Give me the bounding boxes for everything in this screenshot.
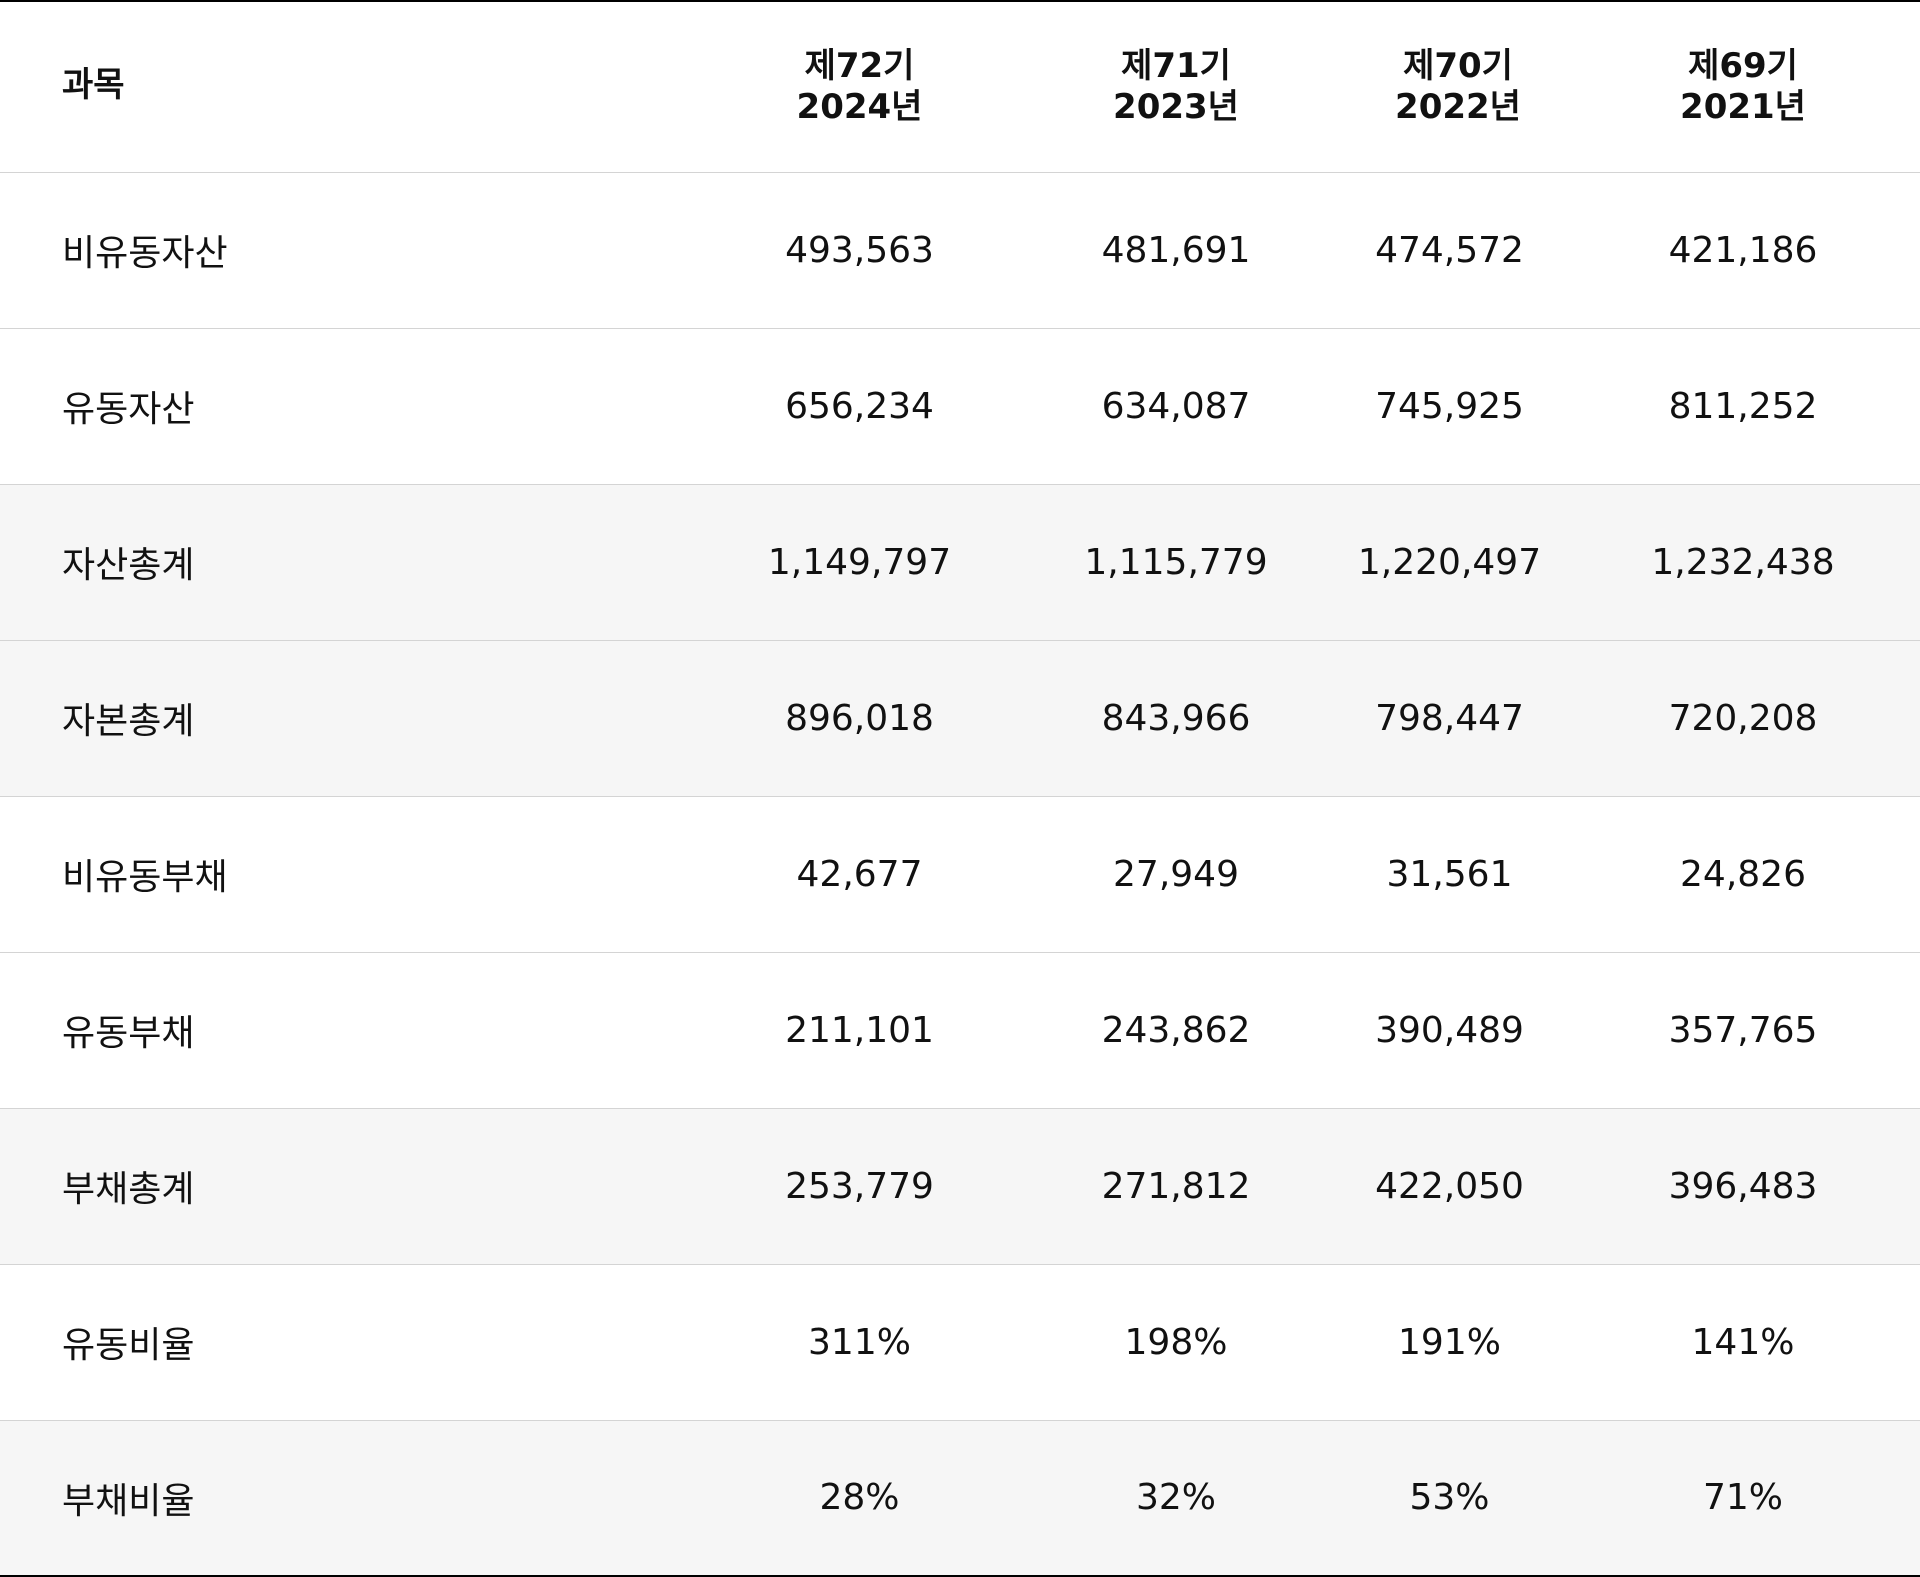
header-year-1: 2024년 — [796, 86, 923, 127]
row-value: 720,208 — [1566, 639, 1920, 796]
row-value: 198% — [1019, 1263, 1333, 1420]
header-year-3: 2022년 — [1395, 86, 1521, 127]
row-value: 243,862 — [1019, 951, 1333, 1108]
row-value: 493,563 — [700, 171, 1019, 328]
table-row: 유동자산 656,234 634,087 745,925 811,252 — [0, 327, 1920, 484]
table-body: 비유동자산 493,563 481,691 474,572 421,186 유동… — [0, 171, 1920, 1576]
row-value: 271,812 — [1019, 1107, 1333, 1264]
row-value: 253,779 — [700, 1107, 1019, 1264]
row-label: 자본총계 — [0, 639, 700, 796]
row-label: 유동부채 — [0, 951, 700, 1108]
row-value: 31,561 — [1333, 795, 1566, 952]
header-period-2: 제71기 — [1121, 45, 1231, 86]
table-row: 자산총계 1,149,797 1,115,779 1,220,497 1,232… — [0, 483, 1920, 640]
row-label: 유동자산 — [0, 327, 700, 484]
row-value: 745,925 — [1333, 327, 1566, 484]
header-period-4: 제69기 — [1688, 45, 1798, 86]
table-header: 과목 제72기 2024년 제71기 2023년 제70기 2022년 제69기… — [0, 1, 1920, 173]
table-row: 유동부채 211,101 243,862 390,489 357,765 — [0, 951, 1920, 1108]
row-value: 1,115,779 — [1019, 483, 1333, 640]
table-row: 비유동자산 493,563 481,691 474,572 421,186 — [0, 171, 1920, 328]
header-year-col-3: 제70기 2022년 — [1333, 1, 1566, 173]
row-label: 비유동자산 — [0, 171, 700, 328]
row-value: 1,149,797 — [700, 483, 1019, 640]
row-value: 390,489 — [1333, 951, 1566, 1108]
row-value: 421,186 — [1566, 171, 1920, 328]
row-value: 422,050 — [1333, 1107, 1566, 1264]
header-row: 과목 제72기 2024년 제71기 2023년 제70기 2022년 제69기… — [0, 1, 1920, 173]
table-row: 부채총계 253,779 271,812 422,050 396,483 — [0, 1107, 1920, 1264]
row-value: 798,447 — [1333, 639, 1566, 796]
header-period-3: 제70기 — [1403, 45, 1513, 86]
row-value: 53% — [1333, 1419, 1566, 1576]
row-value: 24,826 — [1566, 795, 1920, 952]
header-year-col-4: 제69기 2021년 — [1566, 1, 1920, 173]
table-row: 비유동부채 42,677 27,949 31,561 24,826 — [0, 795, 1920, 952]
row-label: 자산총계 — [0, 483, 700, 640]
row-value: 1,232,438 — [1566, 483, 1920, 640]
row-value: 634,087 — [1019, 327, 1333, 484]
row-value: 311% — [700, 1263, 1019, 1420]
row-value: 71% — [1566, 1419, 1920, 1576]
table-row: 부채비율 28% 32% 53% 71% — [0, 1419, 1920, 1576]
table-row: 자본총계 896,018 843,966 798,447 720,208 — [0, 639, 1920, 796]
header-label-account: 과목 — [0, 1, 700, 173]
row-label: 부채비율 — [0, 1419, 700, 1576]
row-value: 27,949 — [1019, 795, 1333, 952]
header-year-col-1: 제72기 2024년 — [700, 1, 1019, 173]
row-value: 191% — [1333, 1263, 1566, 1420]
header-year-col-2: 제71기 2023년 — [1019, 1, 1333, 173]
row-label: 부채총계 — [0, 1107, 700, 1264]
row-value: 481,691 — [1019, 171, 1333, 328]
row-value: 811,252 — [1566, 327, 1920, 484]
row-value: 141% — [1566, 1263, 1920, 1420]
header-year-2: 2023년 — [1113, 86, 1239, 127]
row-value: 42,677 — [700, 795, 1019, 952]
row-value: 396,483 — [1566, 1107, 1920, 1264]
row-label: 유동비율 — [0, 1263, 700, 1420]
row-value: 32% — [1019, 1419, 1333, 1576]
row-value: 843,966 — [1019, 639, 1333, 796]
row-value: 28% — [700, 1419, 1019, 1576]
row-value: 896,018 — [700, 639, 1019, 796]
row-value: 211,101 — [700, 951, 1019, 1108]
row-value: 357,765 — [1566, 951, 1920, 1108]
header-period-1: 제72기 — [804, 45, 915, 86]
table-row: 유동비율 311% 198% 191% 141% — [0, 1263, 1920, 1420]
row-value: 656,234 — [700, 327, 1019, 484]
row-value: 1,220,497 — [1333, 483, 1566, 640]
header-year-4: 2021년 — [1680, 86, 1806, 127]
row-label: 비유동부채 — [0, 795, 700, 952]
row-value: 474,572 — [1333, 171, 1566, 328]
